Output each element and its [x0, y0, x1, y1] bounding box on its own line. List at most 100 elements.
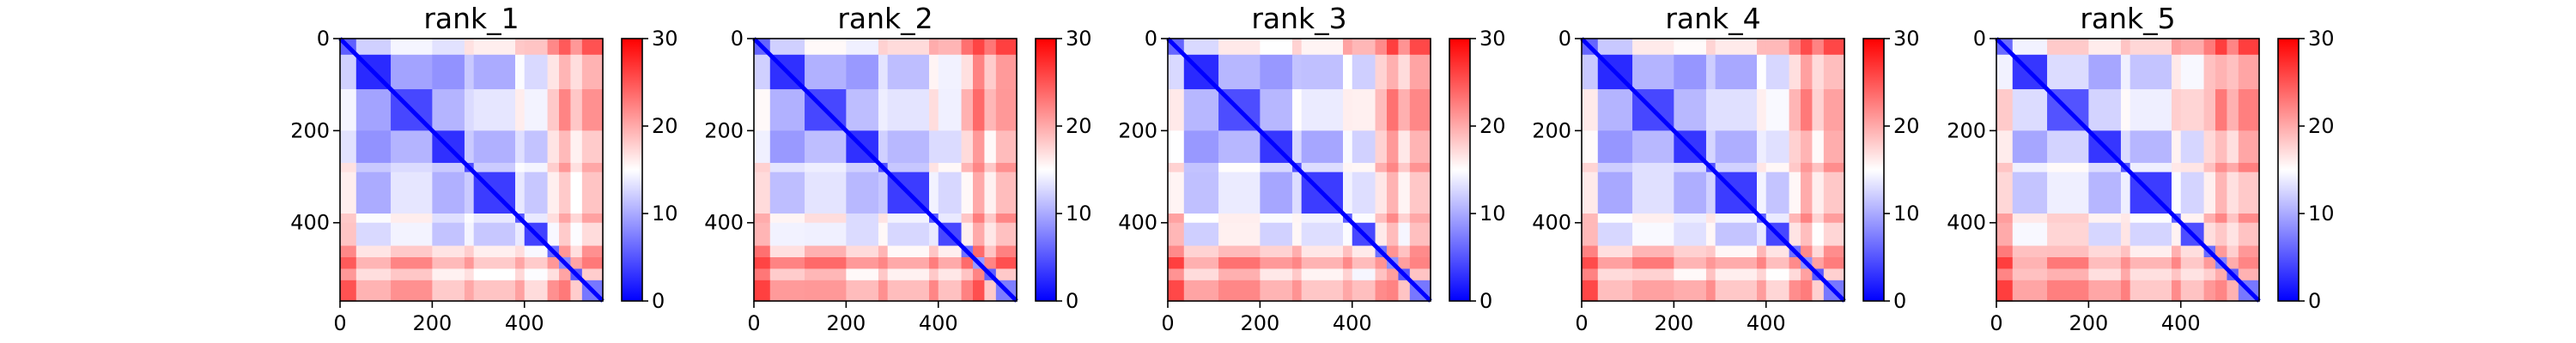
- heatmap-cell: [1343, 162, 1353, 173]
- heatmap-cell: [1409, 130, 1431, 164]
- colorbar-tick-label: 10: [1893, 202, 1920, 226]
- heatmap-cell: [1352, 54, 1376, 90]
- heatmap-cell: [1757, 39, 1767, 56]
- heatmap-cell: [1375, 162, 1388, 173]
- heatmap-cell: [570, 162, 583, 173]
- heatmap-cell: [1343, 280, 1353, 302]
- heatmap-cell: [1632, 39, 1674, 56]
- colorbar: [1449, 39, 1470, 301]
- heatmap-cell: [754, 162, 771, 173]
- colorbar-tick-label: 0: [2308, 289, 2321, 313]
- heatmap-cell: [1291, 257, 1303, 270]
- heatmap-cell: [1301, 162, 1344, 173]
- heatmap-cell: [515, 89, 526, 131]
- heatmap-cell: [929, 162, 939, 173]
- heatmap-cell: [1715, 280, 1758, 302]
- heatmap-cell: [355, 130, 392, 164]
- heatmap-cell: [754, 54, 771, 90]
- heatmap-cell: [1812, 54, 1825, 90]
- heatmap-cell: [2203, 268, 2216, 281]
- heatmap-cell: [2238, 39, 2260, 56]
- heatmap-cell: [1674, 280, 1707, 302]
- heatmap-cell: [340, 257, 357, 270]
- heatmap-cell: [1352, 172, 1376, 214]
- colorbar: [1863, 39, 1884, 301]
- heatmap-cell: [754, 130, 771, 164]
- heatmap-cell: [340, 268, 357, 281]
- colorbar-tick-label: 20: [2308, 114, 2335, 138]
- heatmap-cell: [887, 245, 930, 258]
- heatmap-cell: [769, 214, 805, 224]
- heatmap-cell: [1597, 280, 1633, 302]
- heatmap-cell: [973, 162, 986, 173]
- heatmap-cell: [464, 245, 475, 258]
- heatmap-cell: [473, 222, 516, 247]
- heatmap-cell: [2238, 222, 2260, 247]
- heatmap-cell: [524, 130, 549, 164]
- heatmap-cell: [1260, 257, 1293, 270]
- heatmap-cell: [1375, 222, 1388, 247]
- heatmap-cell: [432, 89, 465, 131]
- heatmap-cell: [2203, 280, 2216, 302]
- y-tick-label: 0: [1145, 27, 1157, 51]
- heatmap-cell: [887, 162, 930, 173]
- heatmap-cell: [515, 280, 526, 302]
- heatmap-cell: [473, 39, 516, 56]
- colorbar-tick-label: 30: [1479, 27, 1506, 51]
- heatmap-cell: [1789, 214, 1801, 224]
- heatmap-cell: [1291, 172, 1303, 214]
- heatmap-cell: [1632, 214, 1674, 224]
- heatmap-cell: [887, 39, 930, 56]
- heatmap-cell: [769, 257, 805, 270]
- heatmap-cell: [2172, 172, 2182, 214]
- heatmap-cell: [1398, 222, 1411, 247]
- y-tick-label: 200: [1947, 118, 1986, 142]
- heatmap-cell: [1352, 130, 1376, 164]
- heatmap-cell: [1597, 89, 1633, 131]
- heatmap-cell: [524, 280, 549, 302]
- heatmap-cell: [2203, 54, 2216, 90]
- heatmap-cell: [1409, 268, 1431, 281]
- x-tick-label: 0: [1990, 311, 2002, 335]
- heatmap-cell: [515, 222, 526, 247]
- heatmap-cell: [2012, 214, 2048, 224]
- panel-title: rank_1: [423, 2, 519, 35]
- heatmap-cell: [1823, 257, 1845, 270]
- heatmap-cell: [1715, 130, 1758, 164]
- x-tick-label: 400: [919, 311, 958, 335]
- heatmap-cell: [1582, 257, 1599, 270]
- heatmap-cell: [1674, 222, 1707, 247]
- heatmap-cell: [1674, 172, 1707, 214]
- heatmap-cell: [1674, 257, 1707, 270]
- heatmap-cell: [1387, 268, 1400, 281]
- heatmap-cell: [464, 280, 475, 302]
- heatmap-cell: [1183, 39, 1219, 56]
- heatmap-cell: [1597, 257, 1633, 270]
- heatmap-cell: [2088, 89, 2122, 131]
- heatmap-cell: [1757, 222, 1767, 247]
- heatmap-cell: [1705, 257, 1716, 270]
- heatmap-cell: [1996, 257, 2014, 270]
- heatmap-cell: [1409, 257, 1431, 270]
- heatmap-cell: [929, 130, 939, 164]
- heatmap-cell: [2215, 162, 2228, 173]
- heatmap-cell: [887, 89, 930, 131]
- heatmap-cell: [973, 268, 986, 281]
- colorbar-tick-label: 30: [652, 27, 678, 51]
- heatmap-cell: [355, 257, 392, 270]
- heatmap-cell: [984, 89, 997, 131]
- heatmap-cell: [938, 214, 963, 224]
- heatmap-cell: [1757, 172, 1767, 214]
- heatmap-cell: [1757, 54, 1767, 90]
- heatmap-cell: [559, 268, 572, 281]
- y-tick-label: 200: [290, 118, 330, 142]
- heatmap-cell: [754, 172, 771, 214]
- heatmap-cell: [340, 245, 357, 258]
- panel-rank_1: rank_1 0 200 400 0 200 400 0 10 20 30: [290, 2, 677, 335]
- heatmap-cell: [1801, 214, 1814, 224]
- heatmap-cell: [1375, 214, 1388, 224]
- heatmap-cell: [515, 245, 526, 258]
- x-tick-label: 200: [1240, 311, 1279, 335]
- heatmap-cell: [1398, 54, 1411, 90]
- heatmap-cell: [1168, 172, 1185, 214]
